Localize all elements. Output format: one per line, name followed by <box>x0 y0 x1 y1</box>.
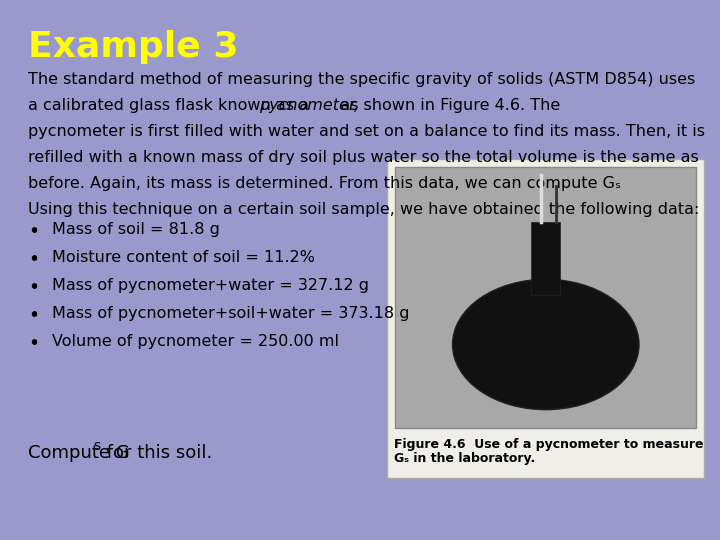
Text: s: s <box>94 439 100 453</box>
Text: Compute G: Compute G <box>28 444 130 462</box>
Text: Mass of pycnometer+soil+water = 373.18 g: Mass of pycnometer+soil+water = 373.18 g <box>52 306 410 321</box>
Text: for this soil.: for this soil. <box>101 444 212 462</box>
Text: Mass of pycnometer+water = 327.12 g: Mass of pycnometer+water = 327.12 g <box>52 278 369 293</box>
Ellipse shape <box>452 279 639 410</box>
Text: Gₛ in the laboratory.: Gₛ in the laboratory. <box>394 452 535 465</box>
Text: as shown in Figure 4.6. The: as shown in Figure 4.6. The <box>330 98 560 113</box>
Text: Figure 4.6  Use of a pycnometer to measure: Figure 4.6 Use of a pycnometer to measur… <box>394 438 703 451</box>
FancyBboxPatch shape <box>531 222 560 295</box>
Text: Using this technique on a certain soil sample, we have obtained the following da: Using this technique on a certain soil s… <box>28 202 699 217</box>
Text: •: • <box>28 278 39 297</box>
Text: •: • <box>28 222 39 241</box>
Text: The standard method of measuring the specific gravity of solids (ASTM D854) uses: The standard method of measuring the spe… <box>28 72 696 87</box>
Text: •: • <box>28 250 39 269</box>
FancyBboxPatch shape <box>395 167 696 428</box>
Text: before. Again, its mass is determined. From this data, we can compute Gₛ: before. Again, its mass is determined. F… <box>28 176 621 191</box>
Text: pycnometer,: pycnometer, <box>259 98 359 113</box>
Text: Volume of pycnometer = 250.00 ml: Volume of pycnometer = 250.00 ml <box>52 334 339 349</box>
Text: Mass of soil = 81.8 g: Mass of soil = 81.8 g <box>52 222 220 237</box>
Text: a calibrated glass flask known as a: a calibrated glass flask known as a <box>28 98 314 113</box>
Text: •: • <box>28 334 39 353</box>
Text: pycnometer is first filled with water and set on a balance to find its mass. The: pycnometer is first filled with water an… <box>28 124 705 139</box>
Text: Moisture content of soil = 11.2%: Moisture content of soil = 11.2% <box>52 250 315 265</box>
Text: •: • <box>28 306 39 325</box>
Text: refilled with a known mass of dry soil plus water so the total volume is the sam: refilled with a known mass of dry soil p… <box>28 150 698 165</box>
Text: Example 3: Example 3 <box>28 30 238 64</box>
FancyBboxPatch shape <box>387 159 704 478</box>
